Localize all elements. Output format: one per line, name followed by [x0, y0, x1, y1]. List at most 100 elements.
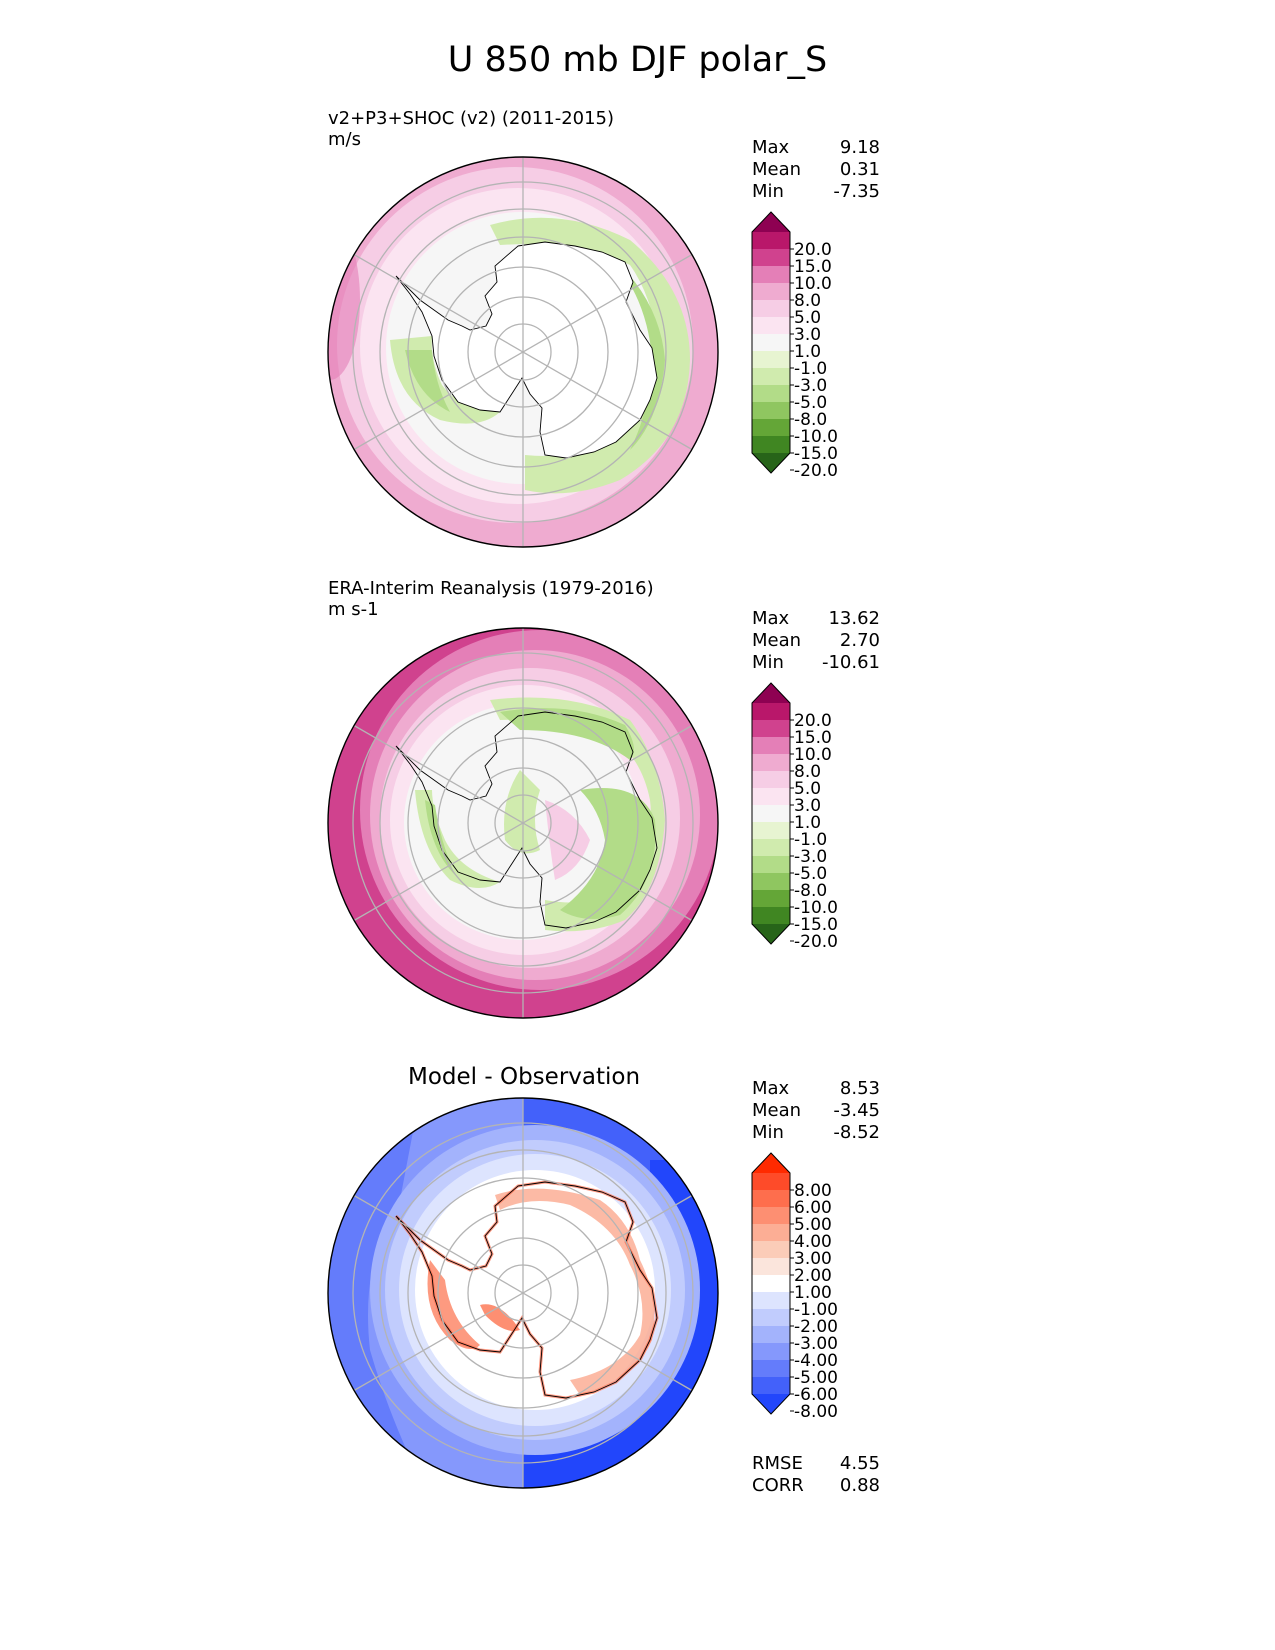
colorbar-tick-label: -8.0 — [794, 410, 827, 430]
colorbar-tick-label: -20.0 — [794, 932, 838, 952]
colorbar-tick-label: 8.0 — [794, 291, 821, 311]
colorbar-segment — [752, 1360, 790, 1378]
stat-value: 13.62 — [828, 608, 880, 629]
colorbar-segment — [752, 737, 790, 755]
colorbar-tick-label: 3.0 — [794, 325, 821, 345]
colorbar-segment — [752, 402, 790, 420]
panel-2-units: m s-1 — [328, 599, 379, 620]
colorbar-segment — [752, 368, 790, 386]
colorbar-segment — [752, 703, 790, 721]
colorbar-segment — [752, 907, 790, 925]
stat-label: Mean — [752, 1100, 802, 1121]
stat-label: CORR — [752, 1475, 804, 1496]
colorbar-tick-label: -5.00 — [794, 1368, 838, 1388]
colorbar-extend-max — [752, 1153, 790, 1173]
colorbar-tick-label: -3.00 — [794, 1334, 838, 1354]
colorbar-tick-label: 6.00 — [794, 1198, 832, 1218]
panel-1-title: v2+P3+SHOC (v2) (2011-2015) — [328, 108, 615, 129]
colorbar-segment — [752, 334, 790, 352]
colorbar-extend-min — [752, 924, 790, 944]
colorbar-segment — [752, 283, 790, 301]
colorbar-tick-label: -1.00 — [794, 1300, 838, 1320]
colorbar-segment — [752, 317, 790, 335]
stat-label: Min — [752, 181, 784, 202]
stat-value: -10.61 — [821, 652, 880, 673]
colorbar-extend-max — [752, 683, 790, 703]
colorbar-segment — [752, 419, 790, 437]
colorbar-segment — [752, 720, 790, 738]
colorbar-tick-label: 5.0 — [794, 779, 821, 799]
colorbar-tick-label: -10.0 — [794, 898, 838, 918]
grid — [352, 157, 694, 547]
colorbar-tick-label: -6.00 — [794, 1385, 838, 1405]
stat-value: 0.88 — [839, 1475, 880, 1496]
panel-2-map — [327, 627, 719, 1019]
colorbar-segment — [752, 771, 790, 789]
colorbar-tick-label: -10.0 — [794, 427, 838, 447]
colorbar-tick-label: -8.0 — [794, 881, 827, 901]
colorbar-segment — [752, 1190, 790, 1208]
colorbar-segment — [752, 266, 790, 284]
stat-label: Max — [752, 608, 790, 629]
colorbar-segment — [752, 890, 790, 908]
colorbar-segment — [752, 1326, 790, 1344]
colorbar-segment — [752, 1224, 790, 1242]
colorbar-tick-label: -8.00 — [794, 1402, 838, 1422]
colorbar-tick-label: -3.0 — [794, 847, 827, 867]
stat-label: Mean — [752, 159, 802, 180]
colorbar-segment — [752, 249, 790, 267]
colorbar-tick-label: 10.0 — [794, 274, 832, 294]
grid — [352, 628, 694, 1018]
grid — [352, 1098, 694, 1488]
colorbar-segment — [752, 754, 790, 772]
colorbar-segment — [752, 1173, 790, 1191]
colorbar-tick-label: -15.0 — [794, 915, 838, 935]
colorbar-tick-label: 3.0 — [794, 796, 821, 816]
panel-1-stats: Max 9.18 Mean 0.31 Min -7.35 — [752, 137, 880, 203]
stat-label: Max — [752, 137, 790, 158]
colorbar-tick-label: 1.00 — [794, 1283, 832, 1303]
colorbar-segment — [752, 856, 790, 874]
stat-label: RMSE — [752, 1453, 803, 1474]
colorbar-tick-label: -5.0 — [794, 864, 827, 884]
panel-1-units: m/s — [328, 129, 361, 150]
colorbar-tick-label: -20.0 — [794, 461, 838, 481]
colorbar-extend-min — [752, 453, 790, 473]
colorbar-tick-label: 4.00 — [794, 1232, 832, 1252]
stat-value: -3.45 — [833, 1100, 880, 1121]
colorbar-tick-label: 8.0 — [794, 762, 821, 782]
colorbar-segment — [752, 1343, 790, 1361]
colorbar-tick-label: 5.0 — [794, 308, 821, 328]
colorbar-tick-label: 20.0 — [794, 240, 832, 260]
colorbar-tick-label: -2.00 — [794, 1317, 838, 1337]
panel-3-map — [327, 1097, 719, 1489]
panel-1-colorbar: 20.015.010.08.05.03.01.0-1.0-3.0-5.0-8.0… — [751, 211, 838, 481]
colorbar-segment — [752, 788, 790, 806]
colorbar-segment — [752, 1377, 790, 1395]
colorbar-segment — [752, 385, 790, 403]
colorbar-segment — [752, 1309, 790, 1327]
panel-2-title: ERA-Interim Reanalysis (1979-2016) — [328, 578, 654, 599]
stat-value: 9.18 — [839, 137, 880, 158]
colorbar-tick-label: 1.0 — [794, 342, 821, 362]
colorbar-segment — [752, 839, 790, 857]
colorbar-tick-label: 15.0 — [794, 257, 832, 277]
panel-1-map — [327, 156, 719, 548]
colorbar-tick-label: 20.0 — [794, 711, 832, 731]
colorbar-segment — [752, 351, 790, 369]
colorbar-tick-label: -1.0 — [794, 359, 827, 379]
colorbar-tick-label: 1.0 — [794, 813, 821, 833]
stat-label: Min — [752, 652, 784, 673]
colorbar-tick-label: 8.00 — [794, 1181, 832, 1201]
colorbar-segment — [752, 822, 790, 840]
colorbar-segment — [752, 1275, 790, 1293]
stat-value: -7.35 — [833, 181, 880, 202]
stat-label: Min — [752, 1122, 784, 1143]
colorbar-segment — [752, 232, 790, 250]
panel-2-stats: Max 13.62 Mean 2.70 Min -10.61 — [752, 608, 880, 674]
colorbar-tick-label: 5.00 — [794, 1215, 832, 1235]
colorbar-extend-max — [752, 212, 790, 232]
colorbar-segment — [752, 1292, 790, 1310]
stat-value: 4.55 — [839, 1453, 880, 1474]
